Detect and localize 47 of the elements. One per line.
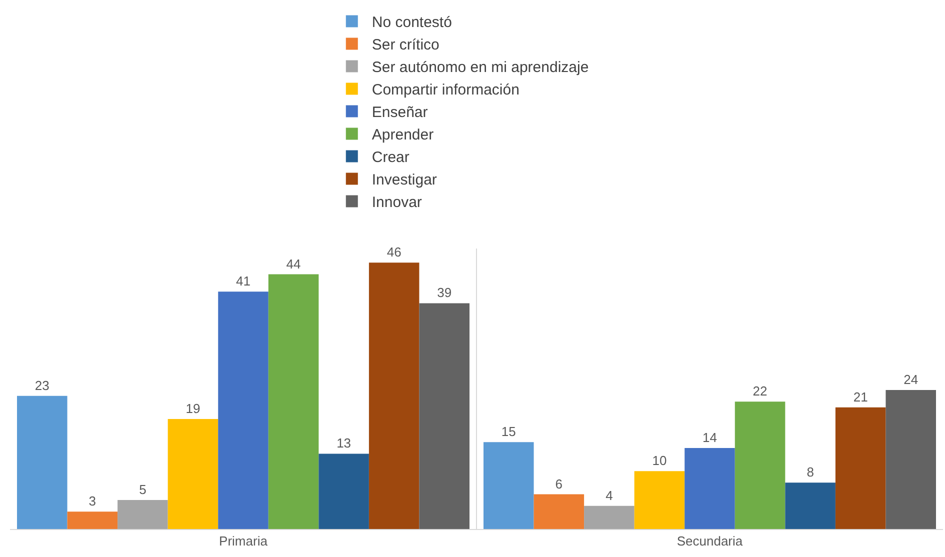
data-label: 21 — [853, 389, 868, 404]
bar — [368, 262, 420, 529]
data-label: 44 — [286, 256, 301, 272]
bar — [484, 442, 534, 529]
bar — [419, 303, 470, 529]
data-label: 41 — [236, 274, 250, 289]
data-label: 13 — [336, 436, 352, 451]
x-tick-label: Primaria — [219, 534, 268, 549]
legend-label: Investigar — [372, 172, 437, 189]
data-label: 24 — [904, 372, 918, 388]
bar — [684, 448, 735, 529]
bar — [584, 506, 634, 529]
data-label: 10 — [652, 453, 667, 468]
data-label: 23 — [34, 378, 50, 393]
legend-label: Aprender — [372, 126, 434, 144]
bar — [318, 454, 369, 529]
bar — [534, 494, 584, 529]
legend-label: Innovar — [372, 194, 422, 212]
data-label: 39 — [437, 285, 452, 300]
legend-label: Compartir información — [372, 82, 520, 99]
data-label: 22 — [752, 384, 768, 399]
data-label: 15 — [501, 424, 516, 440]
bar — [886, 390, 936, 529]
data-label: 14 — [702, 430, 717, 445]
data-label: 5 — [139, 482, 146, 498]
legend-label: No contestó — [372, 14, 452, 32]
bar — [168, 419, 218, 529]
bar — [17, 396, 68, 529]
data-label: 8 — [806, 464, 814, 480]
data-label: 19 — [186, 401, 200, 416]
x-tick-label: Secundaria — [676, 534, 744, 549]
data-label: 46 — [386, 244, 402, 260]
legend-label: Ser crítico — [372, 36, 440, 54]
bar — [118, 500, 168, 529]
legend-label: Ser autónomo en mi aprendizaje — [372, 59, 589, 76]
data-label: 3 — [88, 494, 96, 509]
bar — [734, 402, 786, 529]
bar — [785, 482, 836, 529]
bar — [835, 407, 886, 529]
bar — [218, 292, 268, 529]
legend-label: Enseñar — [372, 104, 428, 122]
bar — [268, 274, 319, 529]
bar — [634, 471, 685, 529]
data-label: 4 — [606, 488, 613, 503]
legend-label: Crear — [372, 149, 410, 166]
data-label: 6 — [555, 476, 563, 492]
bar — [67, 512, 118, 529]
